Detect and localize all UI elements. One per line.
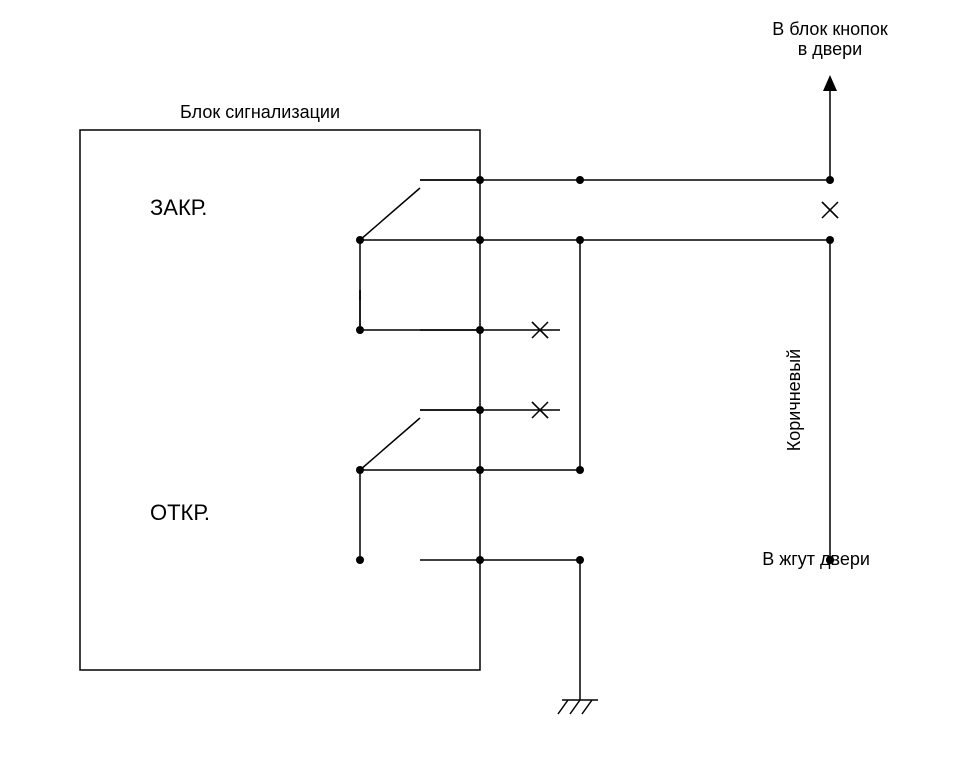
bottom-dest: В жгут двери <box>762 549 870 569</box>
junction-node <box>476 466 484 474</box>
top-dest-line2: в двери <box>798 39 863 59</box>
closed-label: ЗАКР. <box>150 195 207 220</box>
switch-arm-1 <box>360 418 420 470</box>
signal-block-box <box>80 130 480 670</box>
junction-node <box>476 326 484 334</box>
wire-color-label: Коричневый <box>784 349 804 451</box>
junction-node <box>476 556 484 564</box>
junction-node <box>356 466 364 474</box>
junction-node <box>576 466 584 474</box>
cut-mark <box>822 202 838 218</box>
ground-icon <box>558 700 598 714</box>
junction-node <box>576 556 584 564</box>
junction-node <box>576 176 584 184</box>
junction-node <box>476 176 484 184</box>
junction-node <box>476 406 484 414</box>
switch-arm-0 <box>360 188 420 240</box>
open-label: ОТКР. <box>150 500 210 525</box>
junction-node <box>356 556 364 564</box>
top-dest-line1: В блок кнопок <box>772 19 888 39</box>
junction-node <box>576 236 584 244</box>
junction-node <box>356 236 364 244</box>
block-title: Блок сигнализации <box>180 102 340 122</box>
wiring-diagram: Блок сигнализации ЗАКР. ОТКР. В блок кнопок… <box>0 0 972 772</box>
junction-node <box>476 236 484 244</box>
arrow-head-icon <box>823 75 837 91</box>
